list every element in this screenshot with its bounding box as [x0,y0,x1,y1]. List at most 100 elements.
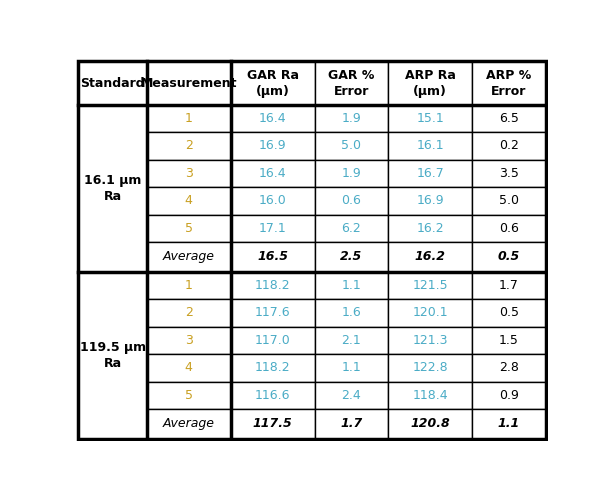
Bar [472,215,546,242]
Bar [389,215,472,242]
Bar [389,327,472,354]
Bar [315,105,389,132]
Bar [389,132,472,160]
Bar [472,132,546,160]
Text: 120.1: 120.1 [412,306,448,319]
Bar [472,299,546,327]
Text: 0.2: 0.2 [499,140,519,152]
Text: 118.2: 118.2 [255,361,290,374]
Text: 1.1: 1.1 [498,417,520,431]
Text: 1.6: 1.6 [342,306,361,319]
Bar [231,187,315,215]
Text: ARP %
Error: ARP % Error [487,68,532,98]
Bar [147,299,231,327]
Bar [147,327,231,354]
Text: GAR Ra
(μm): GAR Ra (μm) [247,68,299,98]
Text: 5: 5 [185,389,192,402]
Text: 2.5: 2.5 [340,250,362,263]
Text: 15.1: 15.1 [417,112,444,125]
Text: Average: Average [163,417,215,431]
Text: 1: 1 [185,112,192,125]
Bar [231,215,315,242]
Text: 3.5: 3.5 [499,167,519,180]
Bar [389,187,472,215]
Bar [472,382,546,409]
Text: 16.1 μm
Ra: 16.1 μm Ra [84,174,141,202]
Bar [315,272,389,299]
Bar [147,409,231,439]
Text: Standard: Standard [80,77,145,90]
Bar [315,132,389,160]
Bar [389,354,472,382]
Text: 4: 4 [185,195,192,207]
Text: 6.5: 6.5 [499,112,519,125]
Bar [389,242,472,272]
Text: 16.9: 16.9 [417,195,444,207]
Bar [147,382,231,409]
Text: 17.1: 17.1 [259,222,287,235]
Text: 117.0: 117.0 [255,334,290,347]
Bar [472,105,546,132]
Bar [472,242,546,272]
Text: 1.1: 1.1 [342,361,361,374]
Text: Average: Average [163,250,215,263]
Bar [231,409,315,439]
Text: 5.0: 5.0 [499,195,519,207]
Bar [147,242,231,272]
Bar [147,272,231,299]
Text: 1.9: 1.9 [342,167,361,180]
Text: 118.2: 118.2 [255,279,290,292]
Text: 16.9: 16.9 [259,140,287,152]
Bar [147,215,231,242]
Bar [315,354,389,382]
Bar [231,272,315,299]
Text: 16.1: 16.1 [417,140,444,152]
Bar [472,160,546,187]
Bar [472,327,546,354]
Text: 118.4: 118.4 [412,389,448,402]
Text: 0.5: 0.5 [498,250,520,263]
Bar [231,299,315,327]
Text: Measurement: Measurement [141,77,237,90]
Bar [147,187,231,215]
Text: 16.4: 16.4 [259,112,287,125]
Bar [315,409,389,439]
Text: 0.9: 0.9 [499,389,519,402]
Text: 122.8: 122.8 [412,361,448,374]
Text: 2.8: 2.8 [499,361,519,374]
Text: 16.0: 16.0 [259,195,287,207]
Bar [147,160,231,187]
Bar [389,272,472,299]
Text: 2.1: 2.1 [342,334,361,347]
Text: 16.7: 16.7 [417,167,444,180]
Text: 2: 2 [185,140,192,152]
Bar [472,354,546,382]
Bar [231,327,315,354]
Bar [315,160,389,187]
Text: 0.6: 0.6 [342,195,361,207]
Text: GAR %
Error: GAR % Error [328,68,375,98]
Text: 121.3: 121.3 [412,334,448,347]
Bar [389,382,472,409]
Bar [147,105,231,132]
Bar [472,272,546,299]
Text: 6.2: 6.2 [342,222,361,235]
Text: 5.0: 5.0 [342,140,362,152]
Text: 1.7: 1.7 [499,279,519,292]
Bar [389,299,472,327]
Bar [472,409,546,439]
Text: 4: 4 [185,361,192,374]
Bar [315,327,389,354]
Text: 117.6: 117.6 [255,306,290,319]
Bar [231,160,315,187]
Text: 3: 3 [185,334,192,347]
Text: 121.5: 121.5 [412,279,448,292]
Bar [472,187,546,215]
Bar [389,409,472,439]
Bar [231,382,315,409]
Bar [315,299,389,327]
Text: 1.5: 1.5 [499,334,519,347]
Text: 16.2: 16.2 [415,250,446,263]
Bar [315,242,389,272]
Bar [315,187,389,215]
